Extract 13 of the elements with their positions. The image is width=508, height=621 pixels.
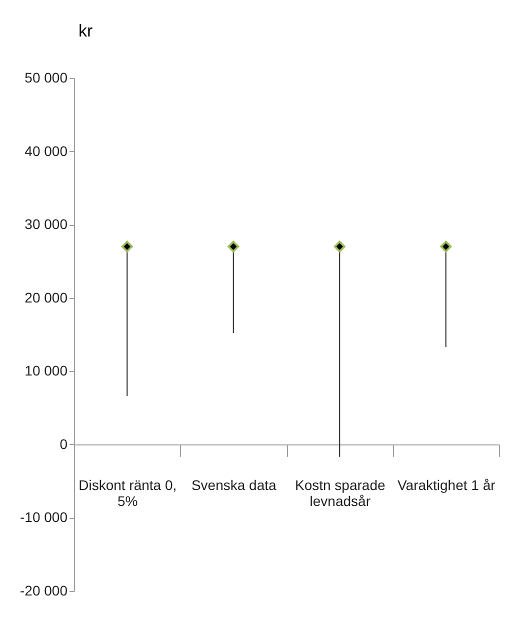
x-tick-label: Diskont ränta 0, 5% — [78, 476, 177, 509]
x-tick-label: Svenska data — [191, 476, 276, 493]
y-axis-title: kr — [78, 22, 93, 40]
y-tick-label: 50 000 — [24, 70, 68, 86]
y-tick-label: 10 000 — [24, 362, 68, 379]
y-tick-label: -20 000 — [20, 582, 68, 598]
y-tick-label: 0 — [60, 436, 68, 452]
y-tick-label: 20 000 — [24, 289, 68, 306]
x-tick-label: Varaktighet 1 år — [397, 476, 496, 493]
y-tick-label: 40 000 — [24, 142, 68, 159]
x-tick-label: Kostn sparade levnadsår — [294, 476, 386, 509]
y-tick-label: 30 000 — [24, 216, 68, 232]
y-tick-label: -10 000 — [20, 509, 68, 526]
